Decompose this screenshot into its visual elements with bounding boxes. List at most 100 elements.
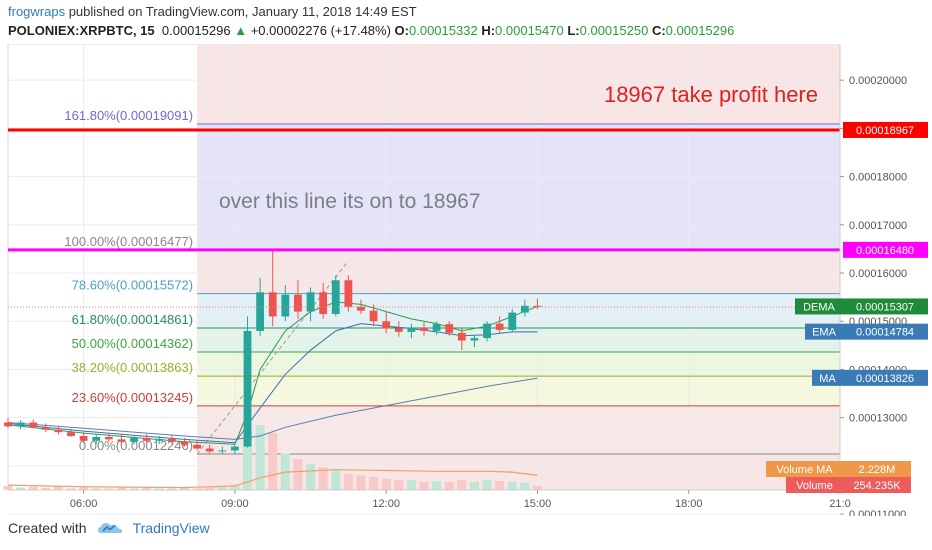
indicator-value: 0.00015307 (856, 301, 914, 313)
open-value: 0.00015332 (409, 23, 478, 38)
time-axis[interactable]: 06:00 09:00 12:00 15:00 18:00 21:0 (8, 489, 851, 510)
open-label: O: (394, 23, 409, 38)
candle-body (483, 323, 491, 339)
candle-body (495, 323, 504, 330)
candle-body (16, 422, 25, 427)
volume-bar (432, 481, 442, 490)
text-annotations[interactable]: 18967 take profit here over this line it… (219, 82, 818, 213)
volume-bar (419, 481, 429, 490)
fib-level-label: 38.20%(0.00013863) (72, 360, 193, 375)
candle-body (54, 429, 63, 433)
candle-body (294, 294, 302, 312)
volume-bar (230, 485, 240, 490)
fib-zone-band (197, 454, 840, 490)
author-link[interactable]: frogwraps (8, 4, 66, 19)
volume-bar (104, 488, 114, 490)
price-badge (843, 241, 928, 258)
candle-body (41, 427, 50, 430)
volume-bar (293, 459, 303, 490)
volume-value-badge (843, 477, 911, 493)
volume-bar (331, 470, 341, 490)
price-tick-label: 0.00020000 (849, 75, 907, 87)
volume-bar (66, 488, 76, 490)
annotation-over-line[interactable]: over this line its on to 18967 (219, 190, 481, 213)
close-value: 0.00015296 (665, 23, 735, 38)
indicator-name: EMA (812, 327, 837, 339)
price-badge-label: 0.00018967 (856, 125, 914, 137)
price-badge-label: 0.00016480 (856, 245, 914, 257)
volume-bar (457, 480, 467, 490)
candle-body (117, 439, 126, 442)
volume-name: Volume (796, 480, 833, 492)
volume-bar (41, 487, 51, 490)
time-tick-label: 15:00 (524, 498, 552, 510)
fib-zone-band (197, 293, 840, 328)
candle-body (142, 437, 151, 441)
candle-body (180, 441, 189, 445)
footer: Created with TradingView (8, 520, 210, 536)
chart-background (7, 44, 841, 491)
candle-body (104, 436, 113, 440)
volume-bar (28, 486, 38, 490)
fib-zone-band (197, 250, 840, 294)
candle-body (4, 422, 12, 427)
fib-zone-band (197, 352, 840, 377)
time-tick-label: 21:0 (829, 498, 850, 510)
candle-body (193, 444, 201, 449)
fib-level-label: 161.80%(0.00019091) (64, 108, 193, 123)
fib-level-label: 61.80%(0.00014861) (72, 312, 193, 327)
candle-body (256, 292, 265, 331)
volume-bar (306, 464, 316, 490)
fib-zone-band (197, 405, 840, 455)
tradingview-brand[interactable]: TradingView (132, 520, 210, 536)
candle-body (432, 324, 441, 331)
candle-body (231, 446, 239, 451)
candle-body (268, 292, 277, 317)
volume-bar (268, 433, 278, 490)
horizontal-lines[interactable] (8, 128, 840, 252)
high-value: 0.00015470 (495, 23, 564, 38)
candle-body (470, 338, 479, 341)
price-tick-label: 0.00016000 (849, 268, 907, 280)
price-axis[interactable]: 0.000200000.000190000.000180000.00017000… (839, 44, 907, 516)
candle-body (167, 438, 176, 442)
fib-level-label: 100.00%(0.00016477) (64, 234, 193, 249)
symbol-header: POLONIEX:XRPBTC, 15 0.00015296 ▲ +0.0000… (8, 23, 734, 38)
candle-body (357, 306, 365, 311)
volume-ma-line (7, 469, 538, 489)
candle-body (407, 327, 416, 332)
indicator-name-badge (812, 369, 843, 386)
candle-body (420, 327, 428, 331)
annotation-take-profit[interactable]: 18967 take profit here (604, 82, 818, 107)
fib-zone-band (197, 123, 840, 251)
tradingview-cloud-icon (97, 523, 122, 533)
candle-body (218, 450, 227, 452)
price-tick-label: 0.00013000 (849, 413, 907, 425)
volume-bar (255, 425, 265, 490)
price-change: +0.00002276 (+17.48%) (250, 23, 391, 38)
volume-bar (318, 467, 328, 490)
volume-bar (79, 487, 89, 490)
volume-bar (394, 480, 404, 490)
volume-bar (469, 481, 479, 490)
axis-badges: 0.00018967 0.00016480 DEMA 0.00015307 EMA 0.0… (766, 121, 928, 493)
volume-bar (217, 486, 227, 490)
volume-bars (3, 425, 542, 490)
candle-body (29, 422, 38, 428)
volume-bar (179, 487, 190, 490)
candle-body (79, 435, 88, 441)
publish-header: frogwraps published on TradingView.com, … (8, 4, 417, 19)
fib-level-label: 0.00%(0.00012246) (79, 438, 193, 453)
volume-bar (507, 481, 517, 490)
indicator-name-badge (795, 298, 843, 315)
volume-bar (532, 485, 542, 490)
indicator-name-badge (805, 323, 843, 340)
close-label: C: (651, 23, 666, 38)
volume-value: 2.228M (859, 464, 896, 476)
volume-bar (406, 480, 416, 490)
price-chart[interactable]: 161.80%(0.00019091) 100.00%(0.00016477) 78… (0, 44, 932, 516)
low-value: 0.00015250 (579, 23, 649, 38)
price-badge (843, 121, 928, 138)
fib-zone-band (197, 44, 840, 124)
time-tick-label: 12:00 (372, 498, 400, 510)
